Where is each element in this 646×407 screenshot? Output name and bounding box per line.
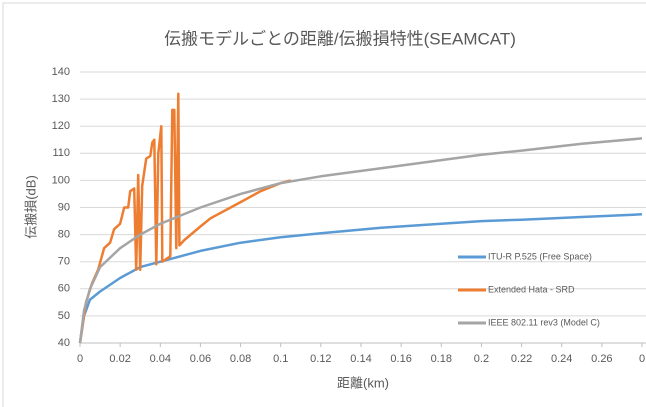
x-tick-label: 0.24	[551, 353, 572, 365]
x-tick-label: 0.26	[591, 353, 612, 365]
y-axis-label: 伝搬損(dB)	[23, 175, 38, 239]
x-tick-label: 0.06	[190, 353, 211, 365]
y-tick-label: 60	[58, 283, 70, 295]
y-tick-label: 70	[58, 256, 70, 268]
y-tick-label: 40	[58, 337, 70, 349]
legend-label: Extended Hata - SRD	[488, 284, 575, 294]
chart-title: 伝搬モデルごとの距離/伝搬損特性(SEAMCAT)	[164, 28, 516, 48]
x-tick-label: 0	[77, 353, 83, 365]
series-line	[78, 92, 292, 344]
x-axis-label: 距離(km)	[337, 375, 389, 390]
y-tick-label: 50	[58, 310, 70, 322]
x-tick-label: 0.02	[109, 353, 130, 365]
x-tick-label: 0.08	[230, 353, 251, 365]
y-tick-label: 100	[52, 174, 70, 186]
series-line	[78, 137, 643, 344]
x-tick-label: 0.04	[150, 353, 171, 365]
y-tick-label: 130	[52, 93, 70, 105]
x-tick-label: 0.1	[273, 353, 288, 365]
x-tick-label: 0.18	[431, 353, 452, 365]
x-tick-label: 0	[639, 353, 645, 365]
y-tick-label: 90	[58, 201, 70, 213]
legend-label: IEEE 802.11 rev3 (Model C)	[488, 317, 600, 327]
x-tick-label: 0.12	[310, 353, 331, 365]
y-tick-label: 80	[58, 229, 70, 241]
legend-label: ITU-R P.525 (Free Space)	[488, 251, 592, 261]
x-tick-label: 0.14	[350, 353, 371, 365]
series-line	[78, 213, 643, 344]
y-tick-label: 110	[52, 147, 70, 159]
y-tick-label: 140	[52, 66, 70, 78]
y-tick-label: 120	[52, 120, 70, 132]
x-tick-label: 0.22	[511, 353, 532, 365]
x-tick-label: 0.2	[474, 353, 489, 365]
x-tick-label: 0.16	[390, 353, 411, 365]
